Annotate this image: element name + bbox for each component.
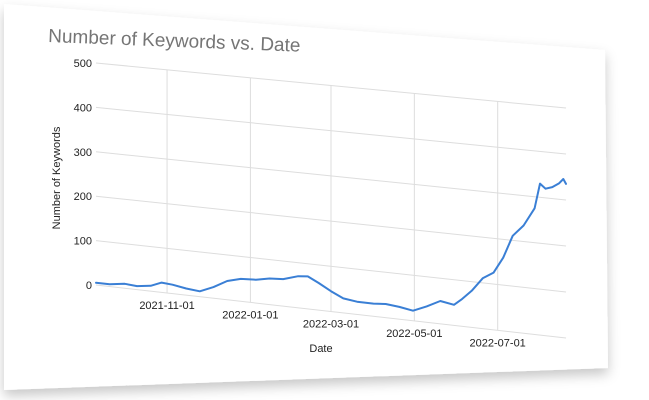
paper-sheet bbox=[4, 4, 608, 390]
chart-paper bbox=[4, 4, 608, 390]
y-axis-label: Number of Keywords bbox=[51, 126, 63, 229]
x-tick-label: 2022-01-01 bbox=[222, 309, 278, 321]
x-tick-label: 2022-07-01 bbox=[470, 337, 526, 349]
x-tick-label: 2022-05-01 bbox=[386, 328, 442, 340]
y-tick-label: 0 bbox=[86, 280, 92, 292]
series-line bbox=[95, 178, 567, 312]
x-tick-label: 2022-03-01 bbox=[303, 319, 359, 331]
y-tick-label: 300 bbox=[74, 147, 92, 159]
y-tick-label: 100 bbox=[74, 236, 92, 248]
y-tick-label: 500 bbox=[74, 58, 92, 70]
plot-area: 0 100 200 300 400 500 2021-11-01 2022-01-01 2022… bbox=[74, 58, 567, 349]
x-tick-label: 2021-11-01 bbox=[139, 300, 194, 312]
x-axis-label: Date bbox=[309, 343, 332, 355]
y-tick-label: 400 bbox=[74, 102, 92, 114]
y-tick-label: 200 bbox=[74, 191, 92, 203]
